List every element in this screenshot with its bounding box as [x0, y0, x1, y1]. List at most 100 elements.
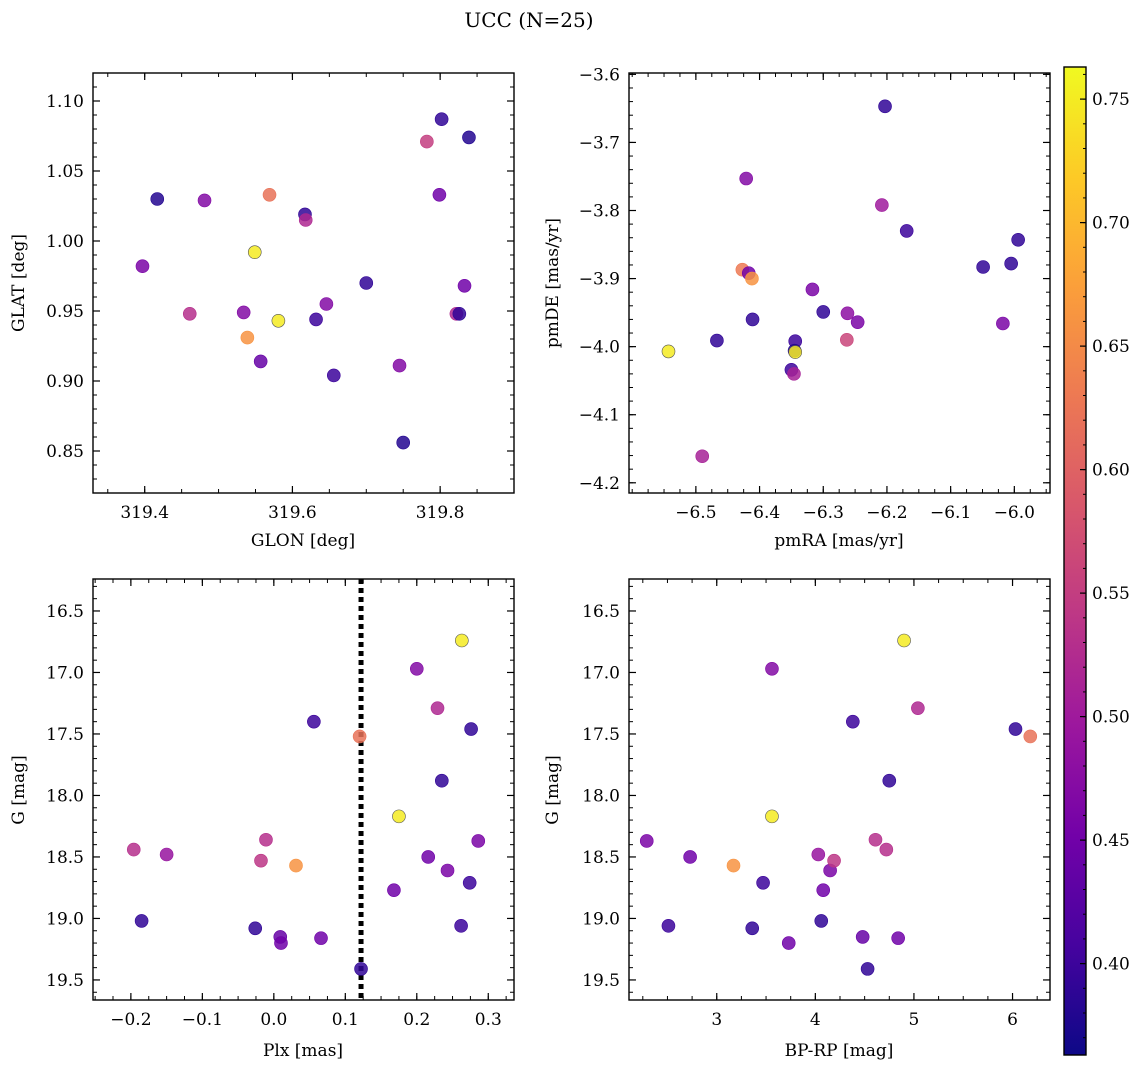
colorbar-frame	[1063, 66, 1087, 1056]
y-axis-label: GLAT [deg]	[9, 234, 29, 332]
colorbar-tick-label: 0.55	[1092, 584, 1130, 604]
y-tick-label: −3.7	[579, 133, 620, 153]
data-point	[1008, 722, 1023, 736]
data-point	[811, 847, 826, 862]
panel-plx-g: −0.2 −0.1 0.0 0.1 0.2 0.3 16.5 17.0 17.5 18.0 18.5…	[9, 578, 515, 1061]
y-tick-label: −3.6	[579, 65, 620, 85]
data-point	[846, 714, 860, 729]
data-point	[182, 306, 197, 321]
data-point	[911, 701, 925, 715]
plot-frame	[628, 578, 1051, 1001]
y-tick-label: −4.1	[579, 406, 620, 426]
data-point	[271, 313, 286, 328]
figure-title: UCC (N=25)	[464, 8, 593, 32]
data-point	[471, 834, 486, 848]
data-point	[409, 661, 424, 676]
data-point	[440, 863, 455, 878]
y-tick-label: 18.0	[46, 786, 84, 806]
y-tick-label: 17.0	[582, 663, 620, 683]
data-point	[309, 312, 323, 327]
data-point	[396, 435, 411, 450]
data-point	[850, 315, 865, 329]
data-point	[197, 193, 212, 208]
data-point	[805, 282, 820, 297]
x-axis-label: GLON [deg]	[251, 531, 355, 551]
plot-area: 3 4 5 6 16.5 17.0 17.5 18.0 18.5 19.0 19.5	[582, 578, 1051, 1030]
x-tick-label: 3	[711, 1010, 722, 1030]
data-point	[455, 633, 469, 648]
panel-bprp-g: 3 4 5 6 16.5 17.0 17.5 18.0 18.5 19.0 19.5 BP-RP […	[543, 578, 1051, 1061]
data-point	[827, 853, 841, 868]
x-tick-label: −6.4	[739, 503, 780, 523]
data-point	[875, 198, 889, 212]
y-tick-label: −3.9	[579, 270, 620, 290]
x-tick-label: 4	[810, 1010, 821, 1030]
data-point	[788, 345, 803, 359]
data-point	[253, 354, 268, 369]
y-axis-label: G [mag]	[9, 755, 29, 824]
plot-frame	[92, 72, 515, 494]
colorbar: 0.40 0.45 0.50 0.55 0.60 0.65 0.70 0.75	[1063, 66, 1130, 1056]
x-tick-label: −6.3	[803, 503, 844, 523]
data-point	[387, 883, 401, 897]
x-tick-label: 0.1	[332, 1010, 359, 1030]
data-point	[899, 224, 914, 238]
data-point	[248, 921, 263, 936]
data-point	[435, 773, 449, 788]
x-axis-label: Plx [mas]	[263, 1041, 343, 1061]
data-point	[710, 333, 724, 348]
x-tick-label: 0.2	[403, 1010, 430, 1030]
data-point	[868, 832, 883, 847]
y-tick-label: 17.0	[46, 663, 84, 683]
data-point	[298, 213, 313, 227]
x-tick-label: 319.6	[268, 503, 317, 523]
x-tick-label: 0.3	[475, 1010, 502, 1030]
y-tick-label: 17.5	[46, 725, 84, 745]
x-tick-label: −0.1	[182, 1010, 223, 1030]
data-point	[781, 936, 796, 950]
data-point	[159, 847, 174, 862]
data-point	[452, 306, 467, 321]
data-point	[134, 914, 149, 928]
data-point	[840, 333, 854, 347]
colorbar-tick-label: 0.45	[1092, 831, 1130, 851]
data-point	[695, 449, 710, 464]
y-tick-label: 19.5	[46, 971, 84, 991]
colorbar-tick-label: 0.60	[1092, 461, 1130, 481]
data-point	[289, 858, 303, 873]
data-point	[745, 921, 760, 936]
data-point	[354, 962, 368, 976]
y-tick-label: 19.5	[582, 971, 620, 991]
plot-area: −0.2 −0.1 0.0 0.1 0.2 0.3 16.5 17.0 17.5 18.0 18.5…	[46, 578, 515, 1030]
y-tick-label: 19.0	[46, 909, 84, 929]
data-point	[745, 271, 759, 286]
data-point	[326, 368, 341, 383]
data-point	[319, 297, 334, 311]
data-point	[814, 914, 829, 928]
data-point	[236, 305, 251, 320]
data-point	[1023, 729, 1038, 744]
data-point	[739, 171, 753, 186]
data-point	[996, 316, 1010, 331]
data-point	[891, 931, 905, 945]
y-tick-label: 16.5	[46, 602, 84, 622]
y-tick-label: 0.95	[46, 302, 84, 322]
colorbar-gradient	[1064, 67, 1086, 1055]
data-point	[254, 853, 268, 868]
data-point	[135, 259, 150, 274]
x-tick-label: −6.1	[930, 503, 971, 523]
data-point	[434, 112, 449, 126]
plot-area: −6.5 −6.4 −6.3 −6.2 −6.1 −6.0 −4.2 −4.1 −4.0 −3.9…	[579, 65, 1051, 523]
x-axis-label: BP-RP [mag]	[785, 1041, 894, 1061]
data-point	[816, 883, 831, 897]
y-tick-label: 18.5	[46, 848, 84, 868]
data-point	[314, 931, 328, 945]
y-axis-label: pmDE [mas/yr]	[543, 218, 563, 348]
data-point	[421, 850, 436, 864]
data-point	[262, 188, 277, 202]
data-point	[126, 842, 141, 857]
data-point	[840, 306, 855, 321]
y-tick-label: 16.5	[582, 602, 620, 622]
data-point	[240, 330, 255, 345]
